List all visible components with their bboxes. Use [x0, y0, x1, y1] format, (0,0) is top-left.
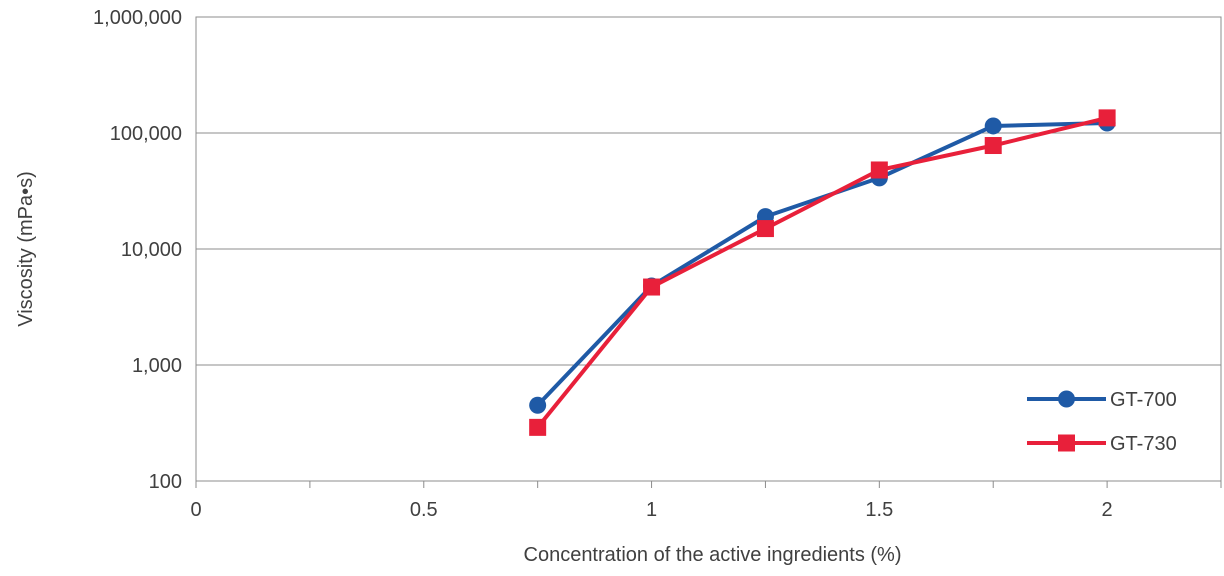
data-point: [984, 117, 1002, 135]
series-layer: [529, 109, 1116, 436]
y-axis: 100 1,000 10,000 100,000 1,000,000: [93, 7, 182, 493]
data-point: [984, 137, 1002, 155]
x-tick-label: 1: [646, 499, 657, 521]
series-line: [536, 115, 1108, 429]
legend-marker: [1058, 390, 1075, 408]
data-point: [529, 418, 547, 436]
series-gt-730: [529, 109, 1116, 436]
data-point: [756, 220, 774, 238]
data-point: [643, 278, 661, 296]
legend: GT-700 GT-730: [1027, 389, 1177, 455]
x-axis: 0 0.5 1 1.5 2: [190, 481, 1222, 521]
x-tick-label: 0.5: [410, 499, 438, 521]
legend-item-gt-730: GT-730: [1027, 433, 1177, 455]
y-tick-label: 1,000,000: [93, 7, 182, 29]
x-tick-label: 1.5: [865, 499, 893, 521]
data-point: [529, 396, 547, 414]
y-tick-label: 100,000: [110, 123, 182, 145]
data-point: [870, 161, 888, 179]
y-tick-label: 1,000: [132, 355, 182, 377]
x-tick-label: 2: [1102, 499, 1113, 521]
series-gt-700: [529, 114, 1116, 414]
y-tick-label: 10,000: [121, 239, 182, 261]
legend-marker: [1058, 434, 1075, 452]
x-axis-title: Concentration of the active ingredients …: [524, 544, 902, 566]
plot-area-border: [195, 16, 1222, 482]
data-point: [1098, 109, 1116, 127]
y-axis-title: Viscosity (mPa•s): [15, 171, 37, 327]
y-tick-label: 100: [149, 471, 182, 493]
legend-label: GT-730: [1110, 433, 1177, 455]
series-line: [536, 120, 1108, 407]
legend-item-gt-700: GT-700: [1027, 389, 1177, 411]
x-tick-label: 0: [190, 499, 201, 521]
legend-label: GT-700: [1110, 389, 1177, 411]
